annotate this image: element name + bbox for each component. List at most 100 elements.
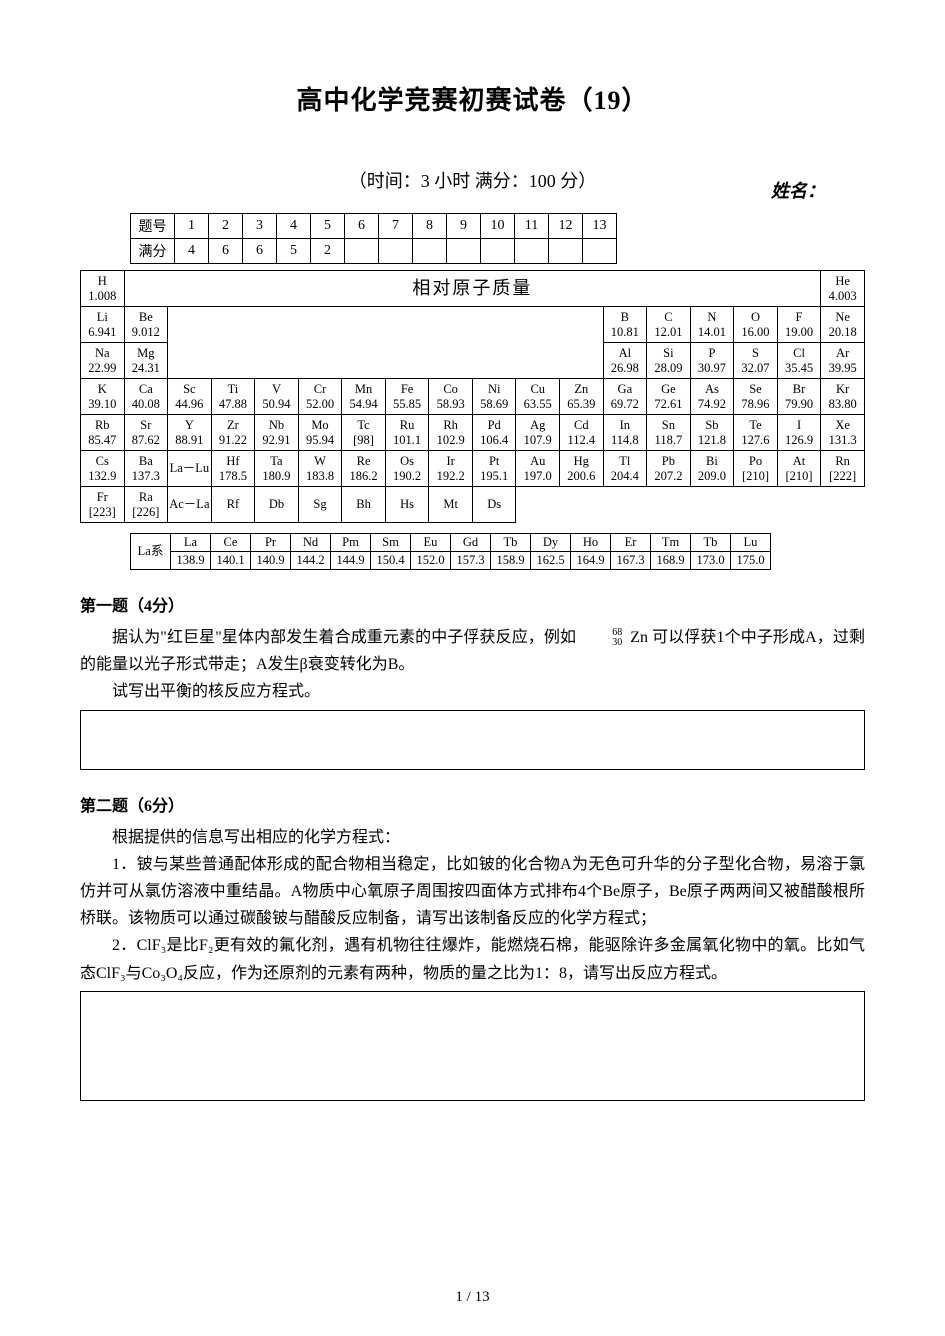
element-cell: Db [255, 487, 299, 523]
element-cell: Cs132.9 [81, 451, 125, 487]
score-num: 6 [345, 214, 379, 239]
empty-cell [385, 307, 429, 343]
element-cell: Se78.96 [734, 379, 778, 415]
element-cell: Be9.012 [124, 307, 168, 343]
element-cell: Na22.99 [81, 343, 125, 379]
iso-sym: Zn [630, 629, 648, 646]
periodic-table: H1.008相对原子质量He4.003Li6.941Be9.012B10.81C… [80, 270, 865, 523]
empty-cell [255, 307, 299, 343]
lanth-sym: Lu [731, 534, 771, 552]
element-cell: Ba137.3 [124, 451, 168, 487]
lanth-mass: 138.9 [171, 552, 211, 570]
element-cell: Nb92.91 [255, 415, 299, 451]
empty-cell [211, 307, 255, 343]
empty-cell [560, 487, 604, 523]
element-cell: Sb121.8 [690, 415, 734, 451]
element-cell: Pb207.2 [647, 451, 691, 487]
element-cell: Bh [342, 487, 386, 523]
element-cell: In114.8 [603, 415, 647, 451]
empty-cell [211, 343, 255, 379]
element-cell: Pd106.4 [472, 415, 516, 451]
element-cell: Ta180.9 [255, 451, 299, 487]
empty-cell [821, 487, 865, 523]
element-cell: Ar39.95 [821, 343, 865, 379]
score-val [379, 239, 413, 264]
lanth-mass: 164.9 [571, 552, 611, 570]
element-cell: He4.003 [821, 271, 865, 307]
element-cell: Al26.98 [603, 343, 647, 379]
element-cell: Kr83.80 [821, 379, 865, 415]
score-num: 10 [481, 214, 515, 239]
empty-cell [342, 343, 386, 379]
element-cell: Si28.09 [647, 343, 691, 379]
element-cell: Ir192.2 [429, 451, 473, 487]
lanth-mass: 175.0 [731, 552, 771, 570]
element-cell: Fe55.85 [385, 379, 429, 415]
zn-isotope: 68 30 Zn [580, 630, 648, 646]
element-cell: Pt195.1 [472, 451, 516, 487]
lanth-mass: 140.1 [211, 552, 251, 570]
element-cell: La－Lu [168, 451, 212, 487]
score-table-wrap: 题号 1 2 3 4 5 6 7 8 9 10 11 12 13 满分 4 6 … [130, 213, 865, 264]
score-num: 4 [277, 214, 311, 239]
lanth-mass: 162.5 [531, 552, 571, 570]
lanth-label: La系 [131, 534, 171, 570]
q1-p2: 试写出平衡的核反应方程式。 [80, 678, 865, 705]
lanthanide-table: La系LaCePrNdPmSmEuGdTbDyHoErTmTbLu138.914… [130, 533, 771, 570]
lanth-sym: Ce [211, 534, 251, 552]
element-cell: I126.9 [777, 415, 821, 451]
element-cell: Y88.91 [168, 415, 212, 451]
element-cell: C12.01 [647, 307, 691, 343]
q1-answer-box[interactable] [80, 710, 865, 770]
empty-cell [298, 343, 342, 379]
q2-p1: 1．铍与某些普通配体形成的配合物相当稳定，比如铍的化合物A为无色可升华的分子型化… [80, 851, 865, 933]
element-cell: Rh102.9 [429, 415, 473, 451]
lanth-sym: Tm [651, 534, 691, 552]
empty-cell [777, 487, 821, 523]
score-val [583, 239, 617, 264]
empty-cell [690, 487, 734, 523]
score-val: 6 [243, 239, 277, 264]
empty-cell [516, 343, 560, 379]
name-label: 姓名： [771, 177, 825, 203]
q2-head: 第二题（6分） [80, 792, 865, 816]
score-val [413, 239, 447, 264]
element-cell: K39.10 [81, 379, 125, 415]
element-cell: Rf [211, 487, 255, 523]
lanth-mass: 144.9 [331, 552, 371, 570]
lanth-sym: Nd [291, 534, 331, 552]
empty-cell [385, 343, 429, 379]
lanth-mass: 173.0 [691, 552, 731, 570]
element-cell: F19.00 [777, 307, 821, 343]
element-cell: Hg200.6 [560, 451, 604, 487]
element-cell: Ne20.18 [821, 307, 865, 343]
empty-cell [472, 307, 516, 343]
q1-head: 第一题（4分） [80, 592, 865, 616]
lanth-sym: Tb [691, 534, 731, 552]
element-cell: Ra[226] [124, 487, 168, 523]
time-score-text: （时间：3 小时 满分：100 分） [349, 171, 597, 191]
lanth-sym: Dy [531, 534, 571, 552]
lanth-mass: 152.0 [411, 552, 451, 570]
lanth-sym: Sm [371, 534, 411, 552]
element-cell: Ca40.08 [124, 379, 168, 415]
score-val [549, 239, 583, 264]
empty-cell [734, 487, 778, 523]
element-cell: Rn[222] [821, 451, 865, 487]
q2-answer-box[interactable] [80, 991, 865, 1101]
element-cell: N14.01 [690, 307, 734, 343]
empty-cell [342, 307, 386, 343]
element-cell: Po[210] [734, 451, 778, 487]
element-cell: Hf178.5 [211, 451, 255, 487]
element-cell: V50.94 [255, 379, 299, 415]
element-cell: S32.07 [734, 343, 778, 379]
element-cell: Sc44.96 [168, 379, 212, 415]
element-cell: Mt [429, 487, 473, 523]
element-cell: Zr91.22 [211, 415, 255, 451]
empty-cell [516, 307, 560, 343]
score-table: 题号 1 2 3 4 5 6 7 8 9 10 11 12 13 满分 4 6 … [130, 213, 617, 264]
lanth-mass: 157.3 [451, 552, 491, 570]
score-num: 5 [311, 214, 345, 239]
score-row-nums: 题号 1 2 3 4 5 6 7 8 9 10 11 12 13 [131, 214, 617, 239]
score-num: 8 [413, 214, 447, 239]
